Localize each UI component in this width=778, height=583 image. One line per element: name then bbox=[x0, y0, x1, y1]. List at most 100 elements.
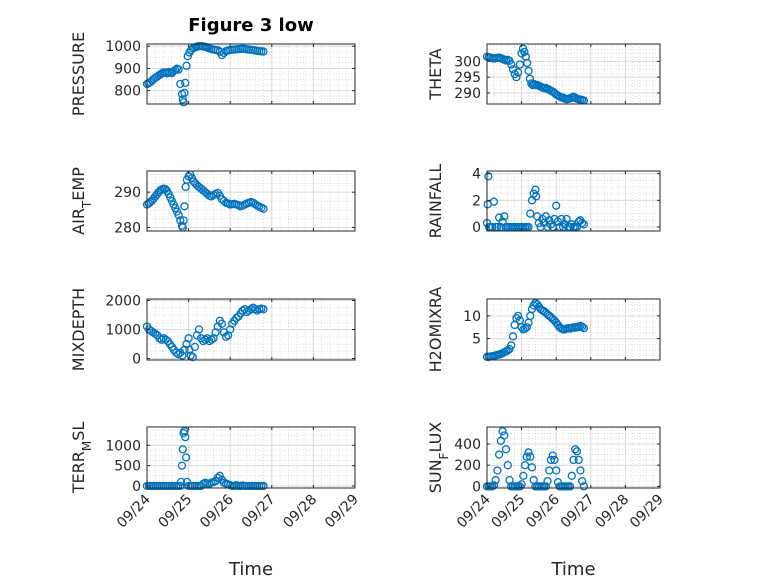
y-axis-label: MIXDEPTH bbox=[69, 288, 88, 371]
data-point bbox=[579, 482, 589, 491]
data-point bbox=[501, 445, 511, 454]
axes-box bbox=[486, 170, 661, 232]
y-axis-label-main: TERR bbox=[69, 451, 88, 494]
data-point bbox=[543, 476, 552, 486]
data-point bbox=[524, 448, 533, 457]
data-point bbox=[505, 56, 514, 65]
data-point bbox=[569, 455, 578, 465]
data-point bbox=[512, 73, 521, 82]
axes-box bbox=[486, 426, 661, 489]
data-point bbox=[522, 452, 531, 461]
data-point bbox=[180, 202, 189, 211]
axes-box bbox=[146, 426, 356, 489]
data-point bbox=[176, 79, 185, 89]
data-point bbox=[176, 477, 186, 487]
y-axis-label-main: MIXDEPTH bbox=[69, 288, 88, 371]
data-point bbox=[207, 192, 216, 201]
y-tick-label: 4 bbox=[472, 167, 481, 183]
data-point bbox=[503, 461, 512, 470]
y-axis-label-subscript: F bbox=[437, 452, 451, 459]
data-point bbox=[207, 335, 216, 344]
data-point bbox=[494, 450, 504, 459]
data-point bbox=[221, 332, 231, 341]
data-point bbox=[513, 311, 523, 320]
data-point bbox=[562, 214, 571, 224]
data-point bbox=[194, 325, 204, 334]
y-tick-label: 0 bbox=[132, 352, 141, 368]
y-tick-label: 295 bbox=[454, 70, 481, 86]
y-tick-label: 800 bbox=[114, 84, 141, 100]
data-point bbox=[251, 200, 260, 209]
y-tick-label: 1000 bbox=[105, 438, 141, 454]
data-point bbox=[526, 452, 535, 461]
data-series bbox=[142, 303, 268, 362]
data-point bbox=[541, 482, 550, 491]
y-tick-label: 0 bbox=[472, 479, 481, 495]
data-point bbox=[188, 352, 197, 362]
data-series bbox=[482, 44, 589, 105]
y-axis-label-main: H2OMIXRA bbox=[426, 287, 445, 373]
subplot-rainfall: 0 2 4 RAINFALL bbox=[426, 164, 661, 239]
data-point bbox=[489, 197, 499, 206]
data-point bbox=[179, 98, 188, 107]
y-axis-label-main: PRESSURE bbox=[69, 32, 88, 116]
plot-area bbox=[147, 171, 355, 231]
data-point bbox=[519, 471, 528, 480]
y-axis-label: SUNFLUX bbox=[426, 422, 451, 494]
y-tick-label: 1000 bbox=[105, 39, 141, 55]
y-axis-label-main: RAINFALL bbox=[426, 164, 445, 239]
data-point bbox=[219, 196, 229, 206]
data-series bbox=[142, 41, 268, 107]
subplot-h2omixra: 5 10 H2OMIXRA bbox=[426, 287, 661, 373]
data-point bbox=[527, 463, 537, 472]
y-axis-label-suffix: LUX bbox=[426, 422, 445, 453]
axes-box bbox=[486, 298, 661, 361]
data-point bbox=[251, 305, 260, 314]
y-tick-label: 290 bbox=[114, 185, 141, 201]
data-point bbox=[484, 172, 493, 181]
data-point bbox=[259, 481, 268, 491]
y-tick-label: 10 bbox=[463, 309, 481, 325]
data-series bbox=[142, 170, 268, 232]
data-point bbox=[520, 324, 530, 333]
y-axis-label-main: SUN bbox=[426, 459, 445, 493]
data-point bbox=[579, 220, 589, 229]
data-point bbox=[182, 61, 191, 70]
y-axis-label-suffix: SL bbox=[69, 422, 88, 441]
figure-title: Figure 3 low bbox=[188, 15, 313, 36]
y-tick-label: 200 bbox=[454, 458, 481, 474]
data-point bbox=[184, 334, 193, 343]
y-axis-label-main: AIR bbox=[69, 208, 88, 235]
data-point bbox=[259, 204, 268, 213]
data-point bbox=[500, 431, 509, 440]
y-tick-label: 0 bbox=[132, 479, 141, 495]
data-point bbox=[572, 447, 582, 456]
data-point bbox=[190, 342, 199, 352]
data-point bbox=[513, 68, 523, 77]
data-point bbox=[174, 350, 183, 359]
y-tick-label: 500 bbox=[114, 459, 141, 475]
data-point bbox=[500, 212, 509, 221]
data-point bbox=[552, 466, 561, 475]
y-tick-label: 300 bbox=[454, 54, 481, 70]
data-point bbox=[161, 335, 170, 344]
data-point bbox=[574, 455, 583, 465]
data-point bbox=[524, 66, 533, 75]
y-axis-label-subscript: T bbox=[80, 200, 94, 209]
y-tick-label: 2 bbox=[472, 193, 481, 209]
data-point bbox=[491, 475, 500, 485]
data-point bbox=[578, 322, 587, 331]
data-point bbox=[174, 210, 183, 220]
data-point bbox=[176, 481, 185, 491]
data-point bbox=[520, 47, 529, 57]
y-tick-label: 290 bbox=[454, 86, 481, 102]
data-point bbox=[531, 192, 541, 201]
data-point bbox=[238, 306, 247, 315]
data-point bbox=[522, 58, 532, 68]
data-point bbox=[578, 476, 587, 486]
data-point bbox=[507, 341, 516, 350]
y-axis-label-subscript: M bbox=[80, 441, 94, 451]
data-point bbox=[498, 427, 507, 436]
